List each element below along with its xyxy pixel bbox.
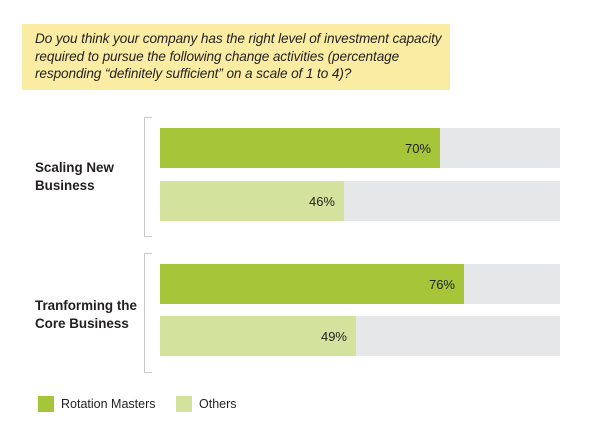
legend-swatch-others — [176, 396, 192, 412]
bar-track: 46% — [160, 181, 560, 221]
data-label: 46% — [308, 193, 335, 209]
bar-rotation-masters-transforming-core-business: 76% — [160, 264, 464, 304]
group-bracket-scaling — [144, 117, 152, 237]
question-box: Do you think your company has the right … — [22, 24, 450, 90]
category-label-line: Scaling New — [35, 160, 114, 175]
category-label-line: Business — [35, 177, 95, 193]
category-label-line: Core Business — [35, 315, 129, 331]
data-label: 70% — [404, 140, 431, 156]
question-line-3: responding “definitely sufficient” on a … — [35, 66, 352, 81]
legend-label-others: Others — [199, 397, 237, 411]
bar-others-transforming-core-business: 49% — [160, 316, 356, 356]
bar-track: 76% — [160, 264, 560, 304]
group-bracket-transforming — [144, 253, 152, 373]
legend-swatch-rotation-masters — [38, 396, 54, 412]
bar-track: 70% — [160, 128, 560, 168]
bar-others-scaling-new-business: 46% — [160, 181, 344, 221]
bar-rotation-masters-scaling-new-business: 70% — [160, 128, 440, 168]
bar-track: 49% — [160, 316, 560, 356]
category-label-transforming-core-business: Tranforming the Core Business — [35, 297, 137, 332]
category-label-scaling-new-business: Scaling New Business — [35, 159, 114, 194]
question-line-2: required to pursue the following change … — [35, 48, 400, 64]
category-label-line: Tranforming the — [35, 298, 137, 313]
legend-label-rotation-masters: Rotation Masters — [61, 397, 156, 411]
data-label: 76% — [428, 276, 455, 292]
data-label: 49% — [320, 328, 347, 344]
question-line-1: Do you think your company has the right … — [35, 31, 442, 46]
